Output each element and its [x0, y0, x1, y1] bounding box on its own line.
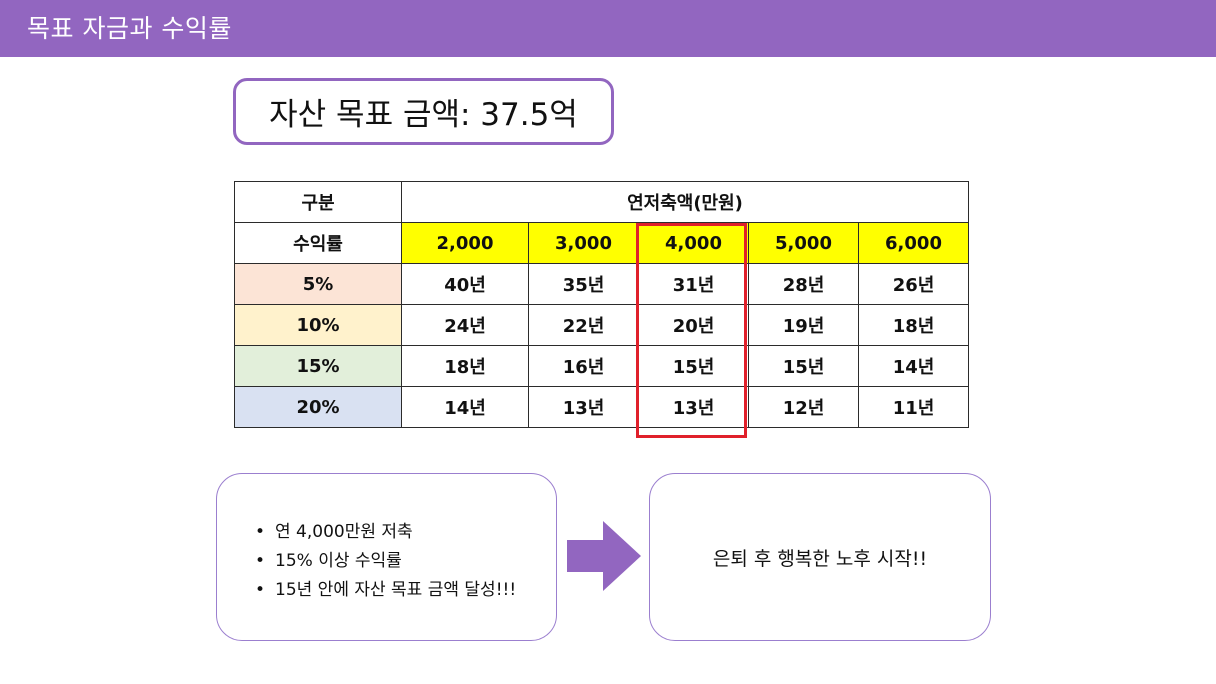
- goal-amount-text: 자산 목표 금액: 37.5억: [269, 97, 578, 133]
- header-bar: 목표 자금과 수익률: [0, 0, 1216, 57]
- years-cell: 15년: [748, 345, 859, 387]
- rate-cell: 15%: [234, 345, 402, 387]
- years-cell: 13년: [528, 386, 639, 428]
- amount-cell: 6,000: [858, 222, 969, 264]
- strategy-list: 연 4,000만원 저축 15% 이상 수익률 15년 안에 자산 목표 금액 …: [255, 518, 516, 605]
- arrow-right-icon: [567, 521, 641, 591]
- years-cell: 18년: [858, 304, 969, 346]
- rate-cell: 5%: [234, 263, 402, 305]
- amount-cell: 5,000: [748, 222, 859, 264]
- years-cell: 20년: [638, 304, 749, 346]
- list-item: 15년 안에 자산 목표 금액 달성!!!: [255, 576, 516, 605]
- years-cell: 18년: [401, 345, 529, 387]
- strategy-note-box: 연 4,000만원 저축 15% 이상 수익률 15년 안에 자산 목표 금액 …: [216, 473, 557, 641]
- years-cell: 22년: [528, 304, 639, 346]
- list-item: 연 4,000만원 저축: [255, 518, 516, 547]
- years-cell: 26년: [858, 263, 969, 305]
- rate-cell: 10%: [234, 304, 402, 346]
- years-cell: 40년: [401, 263, 529, 305]
- page-title: 목표 자금과 수익률: [27, 14, 232, 43]
- years-cell: 19년: [748, 304, 859, 346]
- years-cell: 31년: [638, 263, 749, 305]
- amount-cell: 4,000: [638, 222, 749, 264]
- years-cell: 13년: [638, 386, 749, 428]
- result-box: 은퇴 후 행복한 노후 시작!!: [649, 473, 991, 641]
- table-row: 5% 40년 35년 31년 28년 26년: [234, 263, 969, 305]
- years-cell: 28년: [748, 263, 859, 305]
- list-item: 15% 이상 수익률: [255, 547, 516, 576]
- table-header-label: 구분: [234, 181, 402, 223]
- table-amount-row: 수익률 2,000 3,000 4,000 5,000 6,000: [234, 222, 969, 264]
- years-cell: 14년: [401, 386, 529, 428]
- rate-label-cell: 수익률: [234, 222, 402, 264]
- table-header-group: 연저축액(만원): [401, 181, 969, 223]
- rate-cell: 20%: [234, 386, 402, 428]
- years-cell: 14년: [858, 345, 969, 387]
- result-text: 은퇴 후 행복한 노후 시작!!: [712, 547, 928, 570]
- savings-return-table: 구분 연저축액(만원) 수익률 2,000 3,000 4,000 5,000 …: [234, 181, 969, 428]
- table-row: 20% 14년 13년 13년 12년 11년: [234, 386, 969, 428]
- table-header-row: 구분 연저축액(만원): [234, 181, 969, 223]
- years-cell: 11년: [858, 386, 969, 428]
- years-cell: 15년: [638, 345, 749, 387]
- years-cell: 12년: [748, 386, 859, 428]
- table-row: 15% 18년 16년 15년 15년 14년: [234, 345, 969, 387]
- years-cell: 35년: [528, 263, 639, 305]
- table-row: 10% 24년 22년 20년 19년 18년: [234, 304, 969, 346]
- years-cell: 24년: [401, 304, 529, 346]
- years-cell: 16년: [528, 345, 639, 387]
- amount-cell: 2,000: [401, 222, 529, 264]
- goal-amount-box: 자산 목표 금액: 37.5억: [233, 78, 614, 145]
- amount-cell: 3,000: [528, 222, 639, 264]
